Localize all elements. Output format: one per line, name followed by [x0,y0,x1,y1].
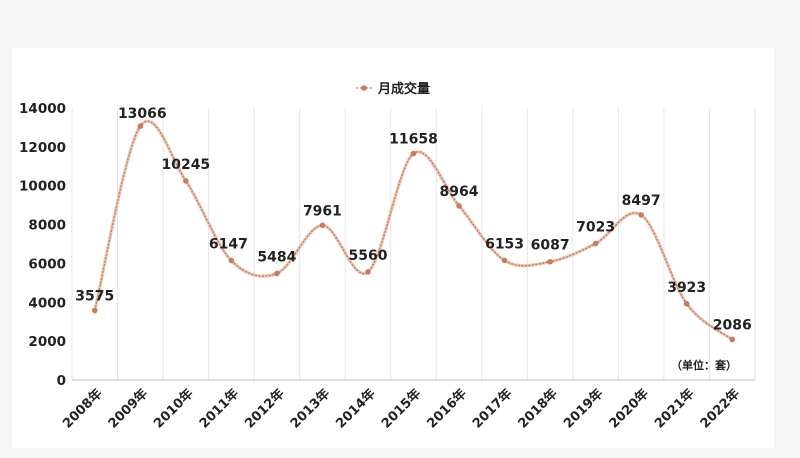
chart-card: 0 2000 4000 6000 8000 10000 12000 14000 2008年 20… [12,48,774,448]
data-label: 5484 [257,249,296,265]
data-point [501,257,508,264]
data-label: 6147 [209,237,248,253]
x-tick-label: 2014年 [333,386,379,432]
data-point [319,222,326,229]
data-label: 8497 [622,193,661,209]
x-tick-label: 2021年 [651,386,697,432]
y-tick-label: 2000 [28,334,66,350]
y-tick-label: 14000 [19,101,66,117]
x-axis-ticks: 2008年 2009年 2010年 2011年 2012年 2013年 2014年 2015年… [60,386,744,432]
data-label: 7023 [576,220,615,236]
data-point [456,203,462,209]
data-point [547,258,553,265]
data-point [683,300,690,307]
data-point [183,178,189,184]
data-point [274,270,280,277]
x-tick-label: 2015年 [378,386,424,432]
x-tick-label: 2009年 [105,386,151,432]
data-label: 2086 [713,317,752,333]
x-tick-label: 2020年 [606,386,652,432]
data-point [365,269,371,275]
data-labels: 3575 13066 10245 6147 5484 7961 5560 11658 8964 6… [75,106,751,333]
data-point [137,123,144,129]
data-label: 13066 [118,106,167,122]
data-label: 6153 [485,236,524,252]
unit-note: （单位：套） [671,358,737,372]
x-tick-label: 2022年 [697,386,743,432]
x-tick-label: 2010年 [151,386,197,432]
data-label: 3923 [667,280,706,296]
data-point [729,336,736,343]
data-point [638,212,644,218]
x-tick-label: 2016年 [424,386,470,432]
y-tick-label: 8000 [28,218,66,234]
data-point [592,240,599,247]
y-tick-label: 10000 [19,179,66,195]
series-points [91,123,736,343]
legend-entry-label: 月成交量 [377,81,430,97]
legend: 月成交量 [356,81,430,97]
y-tick-label: 4000 [28,295,66,311]
x-tick-label: 2018年 [515,386,561,432]
legend-swatch-marker [361,85,367,91]
data-point [228,257,235,264]
x-tick-label: 2017年 [469,386,515,432]
series-line [94,120,733,340]
data-label: 6087 [531,238,570,254]
x-tick-label: 2008年 [60,386,106,432]
x-tick-label: 2013年 [287,386,333,432]
x-tick-label: 2019年 [560,386,606,432]
x-tick-label: 2012年 [242,386,288,432]
y-tick-label: 12000 [19,140,66,156]
y-axis-ticks: 0 2000 4000 6000 8000 10000 12000 14000 [19,101,66,389]
data-label: 10245 [161,157,210,173]
data-label: 11658 [389,132,438,148]
series-line-layer [93,119,734,341]
y-tick-label: 0 [57,373,66,389]
data-point [410,150,417,157]
data-label: 3575 [75,289,114,305]
x-tick-label: 2011年 [196,386,242,432]
vertical-gridlines [71,108,756,380]
data-label: 8964 [440,184,479,200]
data-label: 7961 [303,203,342,219]
y-tick-label: 6000 [28,256,66,272]
data-label: 5560 [348,248,387,264]
data-point [91,307,98,314]
